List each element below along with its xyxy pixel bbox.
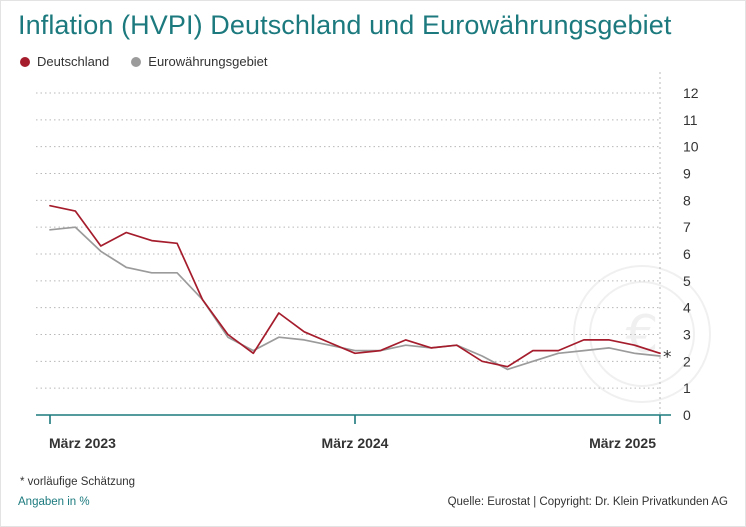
y-tick-label: 2: [683, 353, 691, 369]
x-tick-label: März 2024: [322, 435, 389, 451]
legend-label-deutschland: Deutschland: [37, 54, 110, 69]
y-tick-label: 3: [683, 327, 691, 343]
y-tick-label: 8: [683, 192, 691, 208]
y-tick-label: 9: [683, 166, 691, 182]
y-tick-label: 10: [683, 139, 699, 155]
legend-item-deutschland: Deutschland: [20, 54, 109, 69]
x-tick-label: März 2025: [589, 435, 656, 451]
legend: Deutschland Eurowährungsgebiet: [20, 54, 290, 69]
source-note: Quelle: Eurostat | Copyright: Dr. Klein …: [447, 496, 728, 508]
y-tick-label: 0: [683, 407, 691, 423]
legend-item-eurozone: Eurowährungsgebiet: [131, 54, 268, 69]
legend-swatch-eurozone: [131, 56, 142, 67]
legend-swatch-deutschland: [20, 56, 30, 67]
y-tick-label: 6: [683, 246, 691, 262]
y-tick-label: 1: [683, 380, 691, 396]
y-tick-label: 11: [683, 112, 698, 128]
chart-title: Inflation (HVPI) Deutschland und Eurowäh…: [18, 10, 672, 40]
series-line-eurozone: [49, 226, 661, 371]
footnote: * vorläufige Schätzung: [20, 476, 136, 488]
estimate-marker: *: [663, 347, 672, 367]
legend-label-eurozone: Eurowährungsgebiet: [148, 54, 268, 69]
y-tick-label: 5: [683, 273, 691, 289]
y-tick-label: 7: [683, 219, 691, 235]
y-tick-label: 4: [683, 300, 691, 316]
y-tick-label: 12: [683, 85, 699, 101]
x-tick-label: März 2023: [49, 435, 116, 451]
series-line-deutschland: [49, 204, 661, 368]
units-note: Angaben in %: [18, 496, 90, 508]
